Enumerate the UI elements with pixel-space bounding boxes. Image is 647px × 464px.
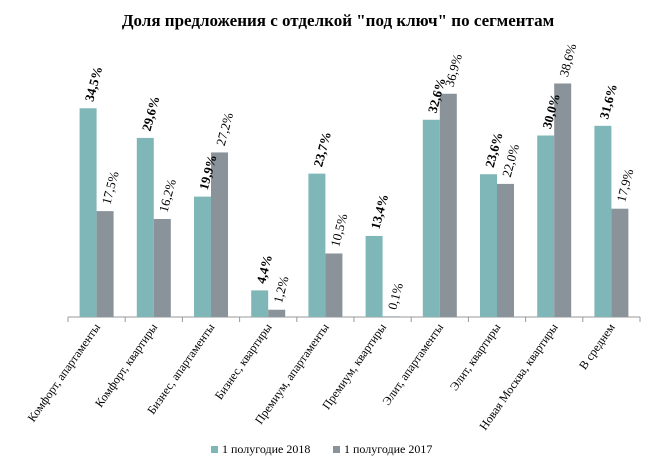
- category-label: Комфорт, квартиры: [92, 321, 160, 410]
- data-label-2017: 10,5%: [327, 212, 350, 248]
- legend-swatch: [211, 446, 218, 453]
- data-label-2018: 13,4%: [368, 192, 392, 230]
- bar-2017: [554, 83, 572, 317]
- bar-2018: [422, 119, 440, 318]
- data-label-2018: 31,6%: [596, 82, 620, 120]
- data-label-2017: 0,1%: [385, 281, 407, 311]
- bar-2017: [611, 208, 629, 317]
- bar-2017: [439, 93, 457, 317]
- bar-2018: [308, 173, 326, 317]
- bar-2017: [497, 183, 514, 317]
- bar-2017: [382, 316, 400, 318]
- bar-2017: [96, 211, 114, 317]
- category-label: Бизнес, квартиры: [212, 321, 275, 402]
- data-label-2018: 29,6%: [139, 94, 163, 132]
- data-label-2017: 17,9%: [613, 167, 636, 203]
- legend-swatch: [333, 446, 340, 453]
- bar-2018: [251, 290, 269, 317]
- bar-2018: [136, 137, 154, 317]
- bar-2018: [537, 135, 555, 317]
- data-label-2017: 38,6%: [556, 42, 579, 78]
- legend: 1 полугодие 2018 1 полугодие 2017: [211, 442, 432, 456]
- bar-2018: [365, 235, 383, 317]
- data-label-2017: 36,9%: [442, 52, 465, 88]
- data-label-2018: 23,7%: [310, 130, 334, 168]
- data-label-2017: 27,2%: [213, 111, 236, 147]
- plot-area: 34,5% 17,5% Комфорт, апартаменты 29,6% 16,2%…: [25, 42, 641, 433]
- data-label-2018: 4,4%: [253, 253, 275, 285]
- data-label-2017: 22,0%: [499, 142, 522, 178]
- legend-label: 1 полугодие 2018: [222, 442, 310, 456]
- bar-2018: [194, 196, 211, 317]
- data-label-2017: 17,5%: [99, 169, 122, 205]
- bar-2017: [153, 218, 171, 317]
- data-label-2017: 16,2%: [156, 177, 179, 213]
- legend-label: 1 полугодие 2017: [344, 442, 432, 456]
- category-label: Элит, апартаменты: [379, 321, 446, 408]
- category-label: Элит, квартиры: [447, 321, 504, 394]
- category-label: Премиум, квартиры: [319, 321, 389, 412]
- data-label-2017: 1,2%: [270, 274, 292, 304]
- chart-title: Доля предложения с отделкой "под ключ" п…: [122, 11, 555, 30]
- bar-2017: [268, 309, 286, 317]
- category-label: В среднем: [576, 320, 618, 372]
- bar-2017: [325, 253, 343, 317]
- data-label-2018: 34,5%: [82, 65, 106, 103]
- category-label: Комфорт, апартаменты: [25, 321, 103, 425]
- bar-2018: [480, 174, 497, 317]
- bar-2018: [594, 125, 612, 317]
- bar-2018: [79, 108, 97, 318]
- bar-2017: [211, 152, 228, 317]
